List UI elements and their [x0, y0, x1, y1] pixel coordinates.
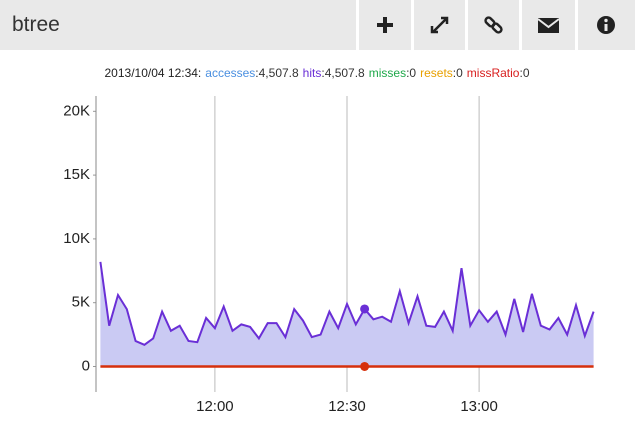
- readout-value: :0: [406, 66, 416, 80]
- readout-name: accesses: [205, 66, 255, 80]
- readout-value: :0: [453, 66, 463, 80]
- x-tick-label: 13:00: [460, 398, 498, 415]
- area: [100, 261, 594, 367]
- link-button[interactable]: [468, 0, 519, 50]
- y-tick-label: 10K: [63, 230, 90, 247]
- readout-name: missRatio: [467, 66, 520, 80]
- header: btree: [0, 0, 635, 50]
- info-button[interactable]: [578, 0, 635, 50]
- readout-value: :0: [519, 66, 529, 80]
- y-tick-label: 20K: [63, 102, 90, 119]
- hover-marker: [360, 361, 370, 371]
- hover-marker: [360, 304, 370, 314]
- readout-value: :4,507.8: [321, 66, 365, 80]
- x-tick-label: 12:30: [328, 398, 366, 415]
- readout: 2013/10/04 12:34: accesses:4,507.8 hits:4,…: [105, 66, 530, 80]
- chart: 2013/10/04 12:34: accesses:4,507.8 hits:4,…: [63, 66, 595, 415]
- expand-button[interactable]: [414, 0, 465, 50]
- readout-name: resets: [420, 66, 453, 80]
- readout-name: misses: [369, 66, 406, 80]
- readout-name: hits: [303, 66, 322, 80]
- readout-time: 2013/10/04 12:34:: [105, 66, 202, 80]
- readout-value: :4,507.8: [255, 66, 299, 80]
- y-tick-label: 0: [82, 357, 90, 374]
- x-tick-label: 12:00: [196, 398, 234, 415]
- email-button[interactable]: [522, 0, 575, 50]
- add-button[interactable]: [359, 0, 411, 50]
- line: [99, 261, 595, 346]
- y-tick-label: 15K: [63, 166, 90, 183]
- y-tick-label: 5K: [72, 294, 90, 311]
- widget-title: btree: [0, 0, 356, 50]
